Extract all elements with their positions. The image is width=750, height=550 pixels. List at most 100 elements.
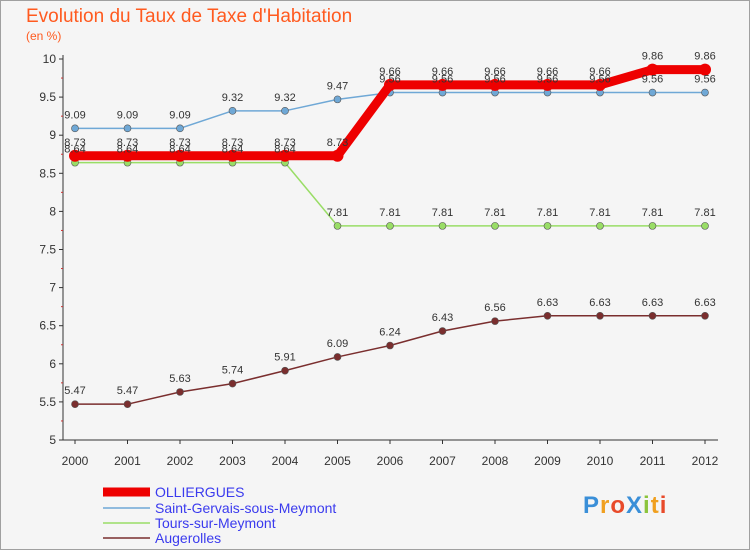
data-point xyxy=(174,149,186,162)
y-tick-label: 7 xyxy=(49,281,56,295)
data-label: 5.47 xyxy=(117,385,138,397)
y-tick-label: 5 xyxy=(49,433,56,447)
data-point xyxy=(701,311,709,320)
chart-series xyxy=(69,63,711,408)
data-label: 9.56 xyxy=(694,74,715,86)
data-label: 7.81 xyxy=(432,207,453,219)
data-label: 9.66 xyxy=(379,66,400,78)
x-tick-label: 2011 xyxy=(640,454,666,468)
data-point xyxy=(596,311,604,320)
data-label: 9.56 xyxy=(484,74,505,86)
logo-letter: r xyxy=(600,492,611,519)
data-point xyxy=(333,95,342,104)
data-point xyxy=(281,107,289,115)
data-label: 5.74 xyxy=(222,365,243,377)
y-tick-label: 7.5 xyxy=(39,243,56,257)
data-point xyxy=(436,78,449,91)
logo-letter: i xyxy=(643,492,651,519)
data-label: 8.73 xyxy=(274,137,295,149)
x-tick-label: 2002 xyxy=(167,454,194,468)
data-point xyxy=(333,222,342,230)
data-label: 6.56 xyxy=(484,302,505,314)
data-label: 9.66 xyxy=(537,66,558,78)
data-label: 9.86 xyxy=(694,51,715,63)
x-tick-label: 2008 xyxy=(482,454,509,468)
data-point xyxy=(176,388,184,396)
data-point xyxy=(646,63,659,76)
legend-label: Saint-Gervais-sous-Meymont xyxy=(155,500,336,516)
data-point xyxy=(543,222,552,230)
data-point xyxy=(71,400,79,408)
chart-data-labels: 8.73 8.73 8.73 8.73 8.73 8.73 9.66 9.66 9.66 9.66… xyxy=(64,51,715,398)
legend-label: OLLIERGUES xyxy=(155,484,244,500)
data-label: 7.81 xyxy=(694,207,715,219)
legend-label: Augerolles xyxy=(155,530,221,546)
data-point xyxy=(333,353,342,361)
x-tick-label: 2010 xyxy=(587,454,614,468)
data-label: 6.63 xyxy=(642,297,663,309)
x-tick-label: 2004 xyxy=(272,454,299,468)
data-point xyxy=(489,78,501,91)
data-label: 9.09 xyxy=(117,109,138,121)
y-tick-label: 6.5 xyxy=(39,319,56,333)
data-point xyxy=(228,379,237,388)
y-tick-label: 10 xyxy=(43,52,57,66)
data-label: 9.47 xyxy=(327,80,348,92)
y-tick-label: 8.5 xyxy=(39,166,56,180)
data-point xyxy=(228,107,237,115)
data-label: 9.56 xyxy=(589,74,610,86)
data-point xyxy=(648,88,657,97)
x-tick-label: 2007 xyxy=(429,454,456,468)
data-label: 8.64 xyxy=(274,144,295,156)
data-point xyxy=(701,88,709,97)
x-tick-label: 2006 xyxy=(377,454,404,468)
data-point xyxy=(176,124,184,133)
logo-letter: o xyxy=(610,492,627,519)
data-label: 8.73 xyxy=(169,137,190,149)
data-label: 9.09 xyxy=(64,109,85,121)
data-label: 9.56 xyxy=(537,74,558,86)
x-tick-label: 2012 xyxy=(692,454,719,468)
proxiti-logo: ProXiti xyxy=(583,492,667,520)
data-label: 7.81 xyxy=(379,207,400,219)
data-label: 5.47 xyxy=(64,385,85,397)
data-label: 9.66 xyxy=(432,66,453,78)
data-label: 6.63 xyxy=(589,297,610,309)
data-point xyxy=(71,124,79,133)
x-tick-label: 2000 xyxy=(62,454,89,468)
data-label: 9.56 xyxy=(432,74,453,86)
data-label: 6.24 xyxy=(379,327,400,339)
data-label: 8.64 xyxy=(222,144,243,156)
data-label: 9.56 xyxy=(379,74,400,86)
logo-letter: i xyxy=(659,492,668,519)
logo-letter: t xyxy=(650,492,660,519)
data-point xyxy=(386,222,394,230)
legend-label: Tours-sur-Meymont xyxy=(155,515,276,531)
data-label: 9.32 xyxy=(222,92,243,104)
logo-letter: P xyxy=(583,492,601,519)
data-point xyxy=(648,311,657,320)
data-label: 8.73 xyxy=(117,137,138,149)
data-label: 9.86 xyxy=(642,51,663,63)
data-point xyxy=(226,149,239,162)
data-point xyxy=(701,222,709,230)
x-tick-label: 2003 xyxy=(219,454,246,468)
chart-subtitle: (en %) xyxy=(26,29,62,43)
data-label: 7.81 xyxy=(327,207,348,219)
data-point xyxy=(331,149,344,162)
data-label: 8.64 xyxy=(117,144,138,156)
data-point xyxy=(541,78,554,91)
chart-axes: 5 5.5 6 6.5 7 7.5 8 8.5 9 9.5 10 2000 2001 2002 2003 20… xyxy=(39,52,718,468)
chart-legend: OLLIERGUESSaint-Gervais-sous-MeymontTour… xyxy=(103,484,336,546)
y-tick-label: 9 xyxy=(49,128,56,142)
data-point xyxy=(123,400,132,408)
x-tick-label: 2001 xyxy=(114,454,141,468)
x-tick-label: 2009 xyxy=(534,454,561,468)
data-label: 6.09 xyxy=(327,338,348,350)
data-point xyxy=(438,222,447,230)
data-point xyxy=(699,63,711,76)
data-point xyxy=(281,366,289,375)
data-label: 6.63 xyxy=(694,297,715,309)
